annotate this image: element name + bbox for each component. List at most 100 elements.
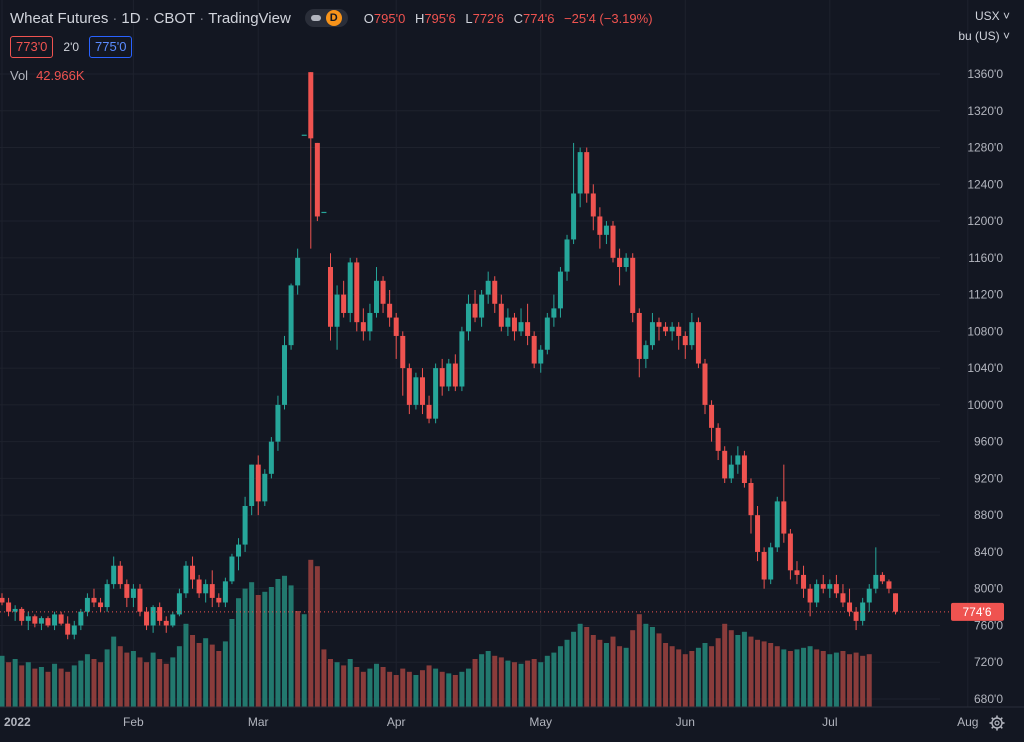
- volume-bar: [847, 654, 853, 707]
- candle-body: [774, 501, 780, 548]
- candle: [190, 556, 196, 589]
- volume-bar: [419, 670, 425, 707]
- volume-bar: [170, 657, 176, 707]
- candle: [820, 574, 826, 594]
- candle-body: [0, 597, 5, 603]
- volume-bar: [525, 660, 531, 707]
- time-tick-label: 2022: [4, 715, 31, 729]
- candle-body: [334, 294, 340, 327]
- volume-bar: [741, 631, 747, 707]
- candle: [617, 248, 623, 286]
- candle-body: [577, 152, 583, 194]
- volume-bar: [564, 639, 570, 707]
- last-price-tag: [951, 602, 1004, 621]
- time-tick-label: Jul: [822, 715, 837, 729]
- candle-body: [794, 570, 800, 575]
- candle: [518, 308, 524, 336]
- candle: [78, 608, 84, 631]
- candle: [525, 303, 531, 346]
- candle: [636, 308, 642, 378]
- candle: [787, 528, 793, 580]
- candle-body: [367, 312, 373, 332]
- currency-dropdown[interactable]: USX ˅: [958, 6, 1010, 26]
- volume-bar: [282, 575, 288, 707]
- symbol-title[interactable]: Wheat Futures: [10, 9, 109, 27]
- candle: [433, 363, 439, 424]
- candle: [807, 584, 813, 617]
- volume-bar: [649, 627, 655, 707]
- last-price-label: 774'6: [963, 605, 992, 619]
- candle: [84, 593, 90, 617]
- volume-bar: [860, 655, 866, 707]
- candle: [571, 142, 577, 245]
- volume-bar: [571, 631, 577, 707]
- interval-label[interactable]: 1D: [121, 9, 141, 27]
- candle: [170, 611, 176, 628]
- candle-body: [190, 565, 196, 580]
- candle: [314, 142, 320, 222]
- candle-body: [6, 602, 12, 612]
- candle: [393, 312, 399, 359]
- price-tick-label: 1000'0: [967, 398, 1003, 412]
- volume-bar: [794, 649, 800, 707]
- candle: [406, 363, 412, 415]
- price-tick-label: 920'0: [974, 471, 1003, 485]
- volume-bar: [682, 654, 688, 707]
- candle-body: [485, 280, 491, 295]
- volume-bar: [236, 598, 242, 707]
- candle-body: [472, 303, 478, 318]
- volume-bar: [505, 660, 511, 707]
- volume-bar: [288, 585, 294, 707]
- price-tick-label: 1280'0: [967, 141, 1003, 155]
- candle: [71, 620, 77, 640]
- volume-label: Vol: [10, 68, 29, 83]
- source-label: TradingView: [208, 9, 291, 27]
- candle: [498, 294, 504, 332]
- volume-bar: [222, 641, 228, 707]
- time-tick-label: May: [529, 715, 552, 729]
- settings-gear-icon[interactable]: [988, 714, 1006, 732]
- candle-body: [12, 608, 18, 612]
- volume-bar: [150, 652, 156, 707]
- price-tick-label: 1320'0: [967, 104, 1003, 118]
- candle-body: [360, 322, 366, 332]
- candle-body: [78, 611, 84, 626]
- volume-bar: [695, 647, 701, 707]
- candle-body: [479, 294, 485, 318]
- candle: [761, 547, 767, 589]
- candle: [610, 221, 616, 263]
- delayed-data-icon: D: [325, 10, 342, 26]
- candle-body: [25, 616, 31, 621]
- candle-body: [498, 303, 504, 327]
- volume-bar: [341, 665, 347, 707]
- candle: [229, 553, 235, 585]
- volume-bar: [551, 652, 557, 707]
- candle-body: [518, 322, 524, 332]
- candle: [886, 579, 892, 594]
- market-status-badge[interactable]: D: [304, 9, 348, 27]
- volume-bar: [157, 659, 163, 707]
- candle-body: [610, 225, 616, 258]
- candle: [814, 579, 820, 608]
- volume-bar: [433, 668, 439, 707]
- volume-bar: [196, 643, 202, 707]
- sell-button[interactable]: 773'0: [10, 36, 54, 58]
- volume-bar: [617, 646, 623, 707]
- buy-button[interactable]: 775'0: [89, 36, 133, 58]
- volume-bar: [387, 671, 393, 707]
- price-axis: 680'0 720'0 760'0 800'0 840'0 880'0 920'0 960'0…: [967, 67, 1003, 706]
- candle-body: [787, 533, 793, 571]
- candle-body: [255, 464, 261, 502]
- volume-bar: [6, 662, 12, 707]
- candle: [124, 579, 130, 608]
- candle: [551, 294, 557, 327]
- time-tick-label: Feb: [123, 715, 144, 729]
- candle-body: [380, 280, 386, 304]
- candle-body: [400, 335, 406, 369]
- unit-dropdown[interactable]: bu (US) ˅: [958, 26, 1010, 46]
- status-pill-icon: [310, 15, 321, 21]
- volume-bar: [38, 667, 44, 707]
- candle-body: [873, 574, 879, 589]
- candle-body: [176, 593, 182, 615]
